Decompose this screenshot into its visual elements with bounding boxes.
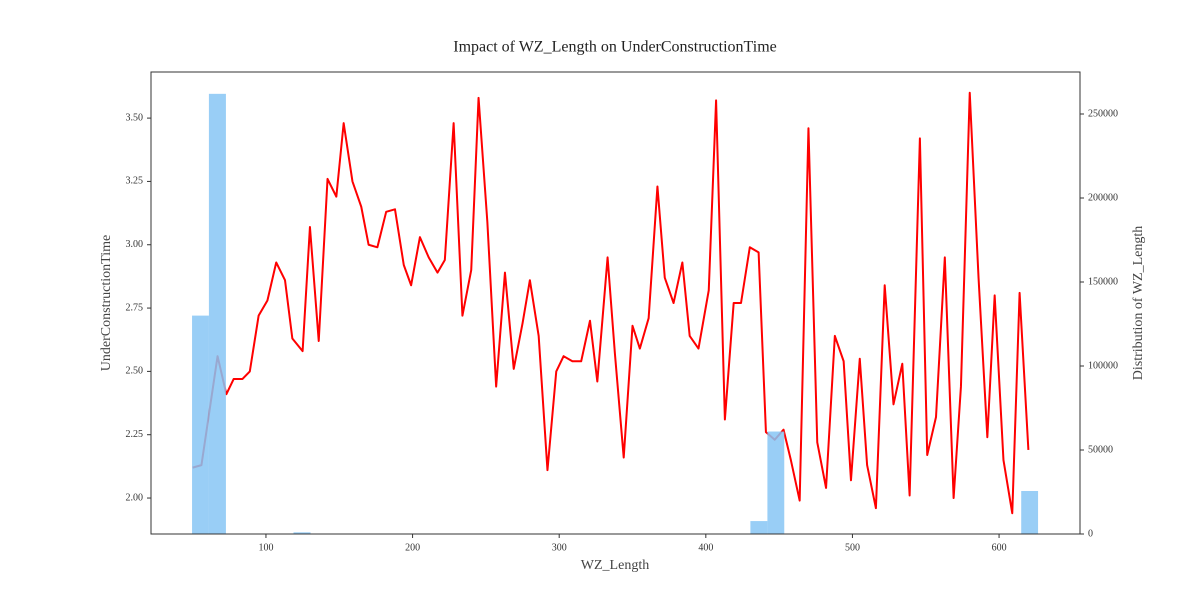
y2-axis-label: Distribution of WZ_Length [1131,226,1146,381]
y2-tick-label: 100000 [1088,360,1118,371]
y-axis-label: UnderConstructionTime [99,235,114,371]
plot-area [192,91,1039,534]
histogram-bar [293,532,311,534]
x-tick-label: 500 [845,542,860,553]
y2-tick-label: 250000 [1088,108,1118,119]
y2-tick-label: 150000 [1088,276,1118,287]
axes-frame [150,71,1081,535]
y-tick-label: 2.50 [126,366,144,377]
y-tick-label: 3.50 [126,112,144,123]
chart-title: Impact of WZ_Length on UnderConstruction… [453,39,777,56]
histogram-bar [208,93,226,534]
x-tick-label: 300 [552,542,567,553]
x-tick-label: 100 [258,542,273,553]
x-tick-label: 200 [405,542,420,553]
y2-tick-label: 200000 [1088,192,1118,203]
y2-tick-label: 0 [1088,528,1093,539]
y-tick-label: 2.00 [126,492,144,503]
histogram-bar [767,431,785,534]
x-axis-label: WZ_Length [581,558,649,573]
y-tick-label: 3.25 [126,176,144,187]
y-tick-label: 2.25 [126,429,144,440]
y2-tick-label: 50000 [1088,444,1113,455]
data-line [192,91,1030,515]
histogram-bar [750,521,768,534]
y-tick-label: 3.00 [126,239,144,250]
histogram-bar [1021,490,1039,534]
x-tick-label: 400 [698,542,713,553]
histogram-bar [192,315,209,534]
x-tick-label: 600 [992,542,1007,553]
y-tick-label: 2.75 [126,302,144,313]
